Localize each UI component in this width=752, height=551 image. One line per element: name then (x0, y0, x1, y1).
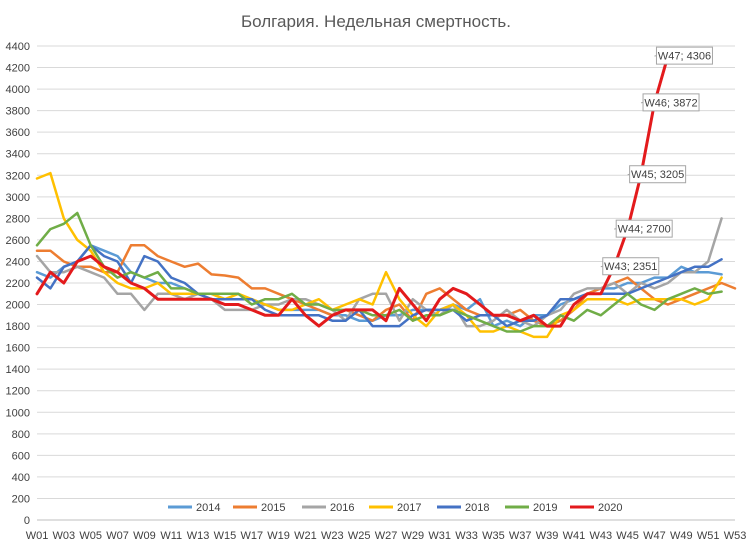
x-tick-label: W11 (160, 530, 182, 542)
x-tick-label: W01 (26, 530, 49, 542)
series-line-2016 (35, 217, 723, 328)
x-tick-label: W15 (214, 530, 237, 542)
legend-label-2019: 2019 (533, 502, 557, 514)
y-tick-label: 2400 (6, 256, 30, 268)
y-tick-label: 600 (12, 450, 30, 462)
data-label-W43: W43; 2351 (604, 261, 657, 273)
x-tick-label: W37 (509, 530, 532, 542)
y-tick-label: 2600 (6, 235, 30, 247)
x-tick-label: W09 (133, 530, 156, 542)
data-label-W47: W47; 4306 (658, 51, 711, 63)
x-tick-label: W21 (294, 530, 317, 542)
legend-label-2015: 2015 (261, 502, 285, 514)
data-label-box (629, 165, 687, 184)
x-tick-label: W17 (240, 530, 263, 542)
y-tick-label: 1000 (6, 407, 30, 419)
legend-label-2020: 2020 (598, 502, 622, 514)
y-tick-label: 3800 (6, 106, 30, 118)
x-tick-label: W07 (106, 530, 129, 542)
x-tick-label: W45 (616, 530, 639, 542)
x-tick-label: W05 (79, 530, 102, 542)
legend-label-2014: 2014 (196, 502, 220, 514)
data-label-box (602, 257, 660, 276)
series-line-2018 (35, 244, 723, 328)
x-tick-label: W27 (375, 530, 398, 542)
y-tick-label: 200 (12, 493, 30, 505)
x-tick-label: W43 (589, 530, 612, 542)
legend-label-2017: 2017 (397, 502, 421, 514)
y-tick-label: 2200 (6, 278, 30, 290)
x-tick-label: W49 (670, 530, 693, 542)
x-tick-label: W19 (267, 530, 290, 542)
data-label-W45: W45; 3205 (631, 169, 684, 181)
chart-title: Болгария. Недельная смертность. (241, 12, 511, 31)
x-tick-label: W51 (697, 530, 720, 542)
y-tick-label: 3000 (6, 192, 30, 204)
y-tick-label: 0 (24, 515, 30, 527)
series-line-2014 (35, 244, 723, 328)
legend-label-2016: 2016 (330, 502, 354, 514)
x-tick-label: W47 (643, 530, 666, 542)
x-tick-label: W35 (482, 530, 505, 542)
data-label-box (615, 219, 673, 238)
series-lines (35, 54, 737, 339)
x-tick-label: W13 (187, 530, 210, 542)
y-tick-label: 2000 (6, 300, 30, 312)
series-line-2020 (35, 54, 670, 328)
y-tick-label: 4400 (6, 41, 30, 53)
gridlines (37, 45, 735, 521)
y-tick-label: 1400 (6, 364, 30, 376)
y-tick-label: 3400 (6, 149, 30, 161)
data-label-box (642, 93, 700, 112)
data-label-W44: W44; 2700 (618, 224, 671, 236)
data-labels: W43; 2351 W44; 2700 W45; 3205 W46; 3872 W47;… (600, 46, 713, 276)
y-tick-label: 3200 (6, 170, 30, 182)
x-tick-label: W29 (402, 530, 425, 542)
x-tick-label: W33 (455, 530, 478, 542)
x-tick-label: W31 (428, 530, 451, 542)
y-tick-label: 1200 (6, 386, 30, 398)
y-tick-label: 4000 (6, 84, 30, 96)
series-line-2015 (35, 244, 737, 328)
y-tick-label: 1800 (6, 321, 30, 333)
x-tick-label: W25 (348, 530, 371, 542)
x-tick-label: W53 (724, 530, 747, 542)
series-line-2017 (35, 171, 723, 339)
y-tick-label: 3600 (6, 127, 30, 139)
y-tick-label: 1600 (6, 343, 30, 355)
y-tick-label: 400 (12, 472, 30, 484)
y-tick-label: 4200 (6, 63, 30, 75)
data-label-W46: W46; 3872 (644, 97, 697, 109)
x-tick-label: W03 (53, 530, 76, 542)
legend: 2014 2015 2016 2017 2018 2019 2020 (168, 502, 622, 514)
x-tick-label: W23 (321, 530, 344, 542)
axes: 0 200 400 600 800 1000 1200 1400 1600 1800 2000 220… (6, 41, 747, 542)
x-tick-label: W41 (563, 530, 586, 542)
y-tick-label: 2800 (6, 213, 30, 225)
data-label-box (655, 46, 713, 65)
legend-label-2018: 2018 (465, 502, 489, 514)
y-tick-label: 800 (12, 429, 30, 441)
x-tick-label: W39 (536, 530, 559, 542)
